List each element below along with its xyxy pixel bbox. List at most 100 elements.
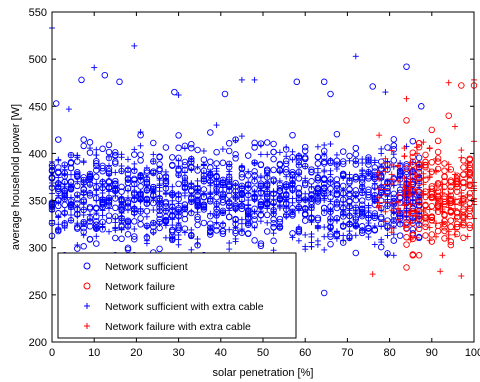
sufficient-extra-point-533 [327, 225, 334, 232]
legend-marker-0 [83, 262, 91, 270]
failure-point-115 [441, 160, 448, 167]
sufficient-extra-point-495 [308, 194, 315, 201]
failure-point-201 [458, 82, 465, 89]
y-tick-label-3: 350 [29, 196, 47, 208]
sufficient-extra-point-477 [295, 171, 302, 178]
sufficient-point-398 [200, 219, 208, 227]
sufficient-extra-point-374 [245, 190, 252, 197]
failure-point-160 [453, 175, 461, 182]
sufficient-extra-point-192 [150, 219, 157, 226]
sufficient-extra-point-166 [131, 204, 138, 210]
sufficient-point-947 [116, 78, 123, 86]
sufficient-extra-point-364 [238, 190, 245, 197]
sufficient-point-422 [213, 148, 220, 156]
sufficient-extra-point-107 [99, 183, 106, 190]
failure-extra-point-34 [395, 216, 401, 223]
legend-marker-1 [83, 282, 91, 290]
sufficient-point-814 [365, 191, 372, 199]
sufficient-extra-point-237 [169, 193, 176, 199]
failure-point-56 [422, 151, 429, 159]
failure-extra-point-131 [458, 147, 465, 154]
failure-extra-point-141 [464, 233, 471, 240]
sufficient-extra-point-263 [181, 175, 188, 182]
sufficient-point-439 [219, 230, 227, 238]
sufficient-extra-point-193 [150, 229, 157, 236]
sufficient-extra-point-213 [156, 175, 163, 182]
sufficient-point-47 [61, 201, 68, 209]
failure-point-54 [422, 212, 429, 219]
sufficient-extra-point-251 [175, 163, 182, 170]
sufficient-extra-point-451 [283, 211, 290, 218]
sufficient-extra-point-12 [55, 174, 62, 181]
sufficient-extra-point-659 [390, 151, 397, 158]
failure-point-140 [447, 178, 455, 186]
sufficient-extra-point-94 [93, 225, 100, 232]
sufficient-point-327 [175, 132, 182, 139]
sufficient-point-945 [78, 76, 85, 84]
failure-extra-point-86 [426, 194, 433, 201]
sufficient-extra-point-710 [131, 42, 138, 49]
failure-point-20 [409, 149, 417, 156]
sufficient-extra-point-31 [61, 211, 68, 218]
sufficient-extra-point-357 [232, 195, 239, 202]
sufficient-extra-point-225 [162, 176, 169, 183]
sufficient-point-724 [333, 130, 341, 138]
failure-extra-point-26 [388, 200, 395, 206]
sufficient-extra-point-678 [403, 207, 410, 214]
sufficient-extra-point-167 [131, 183, 138, 190]
sufficient-extra-point-429 [270, 230, 277, 237]
failure-extra-point-47 [401, 202, 408, 209]
sufficient-point-133 [99, 145, 106, 153]
failure-point-154 [453, 177, 461, 184]
sufficient-extra-point-181 [143, 213, 150, 220]
failure-extra-point-133 [458, 154, 465, 161]
sufficient-point-175 [112, 234, 119, 242]
sufficient-extra-point-545 [333, 216, 340, 223]
sufficient-extra-point-430 [270, 192, 277, 199]
sufficient-extra-point-338 [226, 240, 233, 246]
failure-extra-point-140 [464, 191, 471, 198]
sufficient-extra-point-581 [352, 158, 359, 165]
sufficient-extra-point-116 [106, 195, 112, 202]
sufficient-point-606 [282, 160, 290, 168]
sufficient-extra-point-89 [93, 210, 100, 217]
sufficient-point-610 [289, 131, 296, 139]
failure-extra-point-78 [420, 175, 427, 182]
sufficient-extra-point-459 [289, 148, 296, 155]
sufficient-extra-point-130 [112, 224, 119, 231]
sufficient-extra-point-287 [194, 177, 201, 184]
sufficient-point-944 [52, 100, 60, 107]
sufficient-extra-point-371 [238, 220, 245, 227]
sufficient-extra-point-612 [371, 172, 378, 179]
failure-extra-point-61 [414, 150, 420, 157]
sufficient-extra-point-64 [80, 220, 87, 227]
sufficient-extra-point-548 [333, 199, 340, 206]
sufficient-extra-point-146 [125, 165, 131, 172]
sufficient-extra-point-118 [106, 201, 112, 208]
sufficient-extra-point-714 [382, 89, 389, 96]
sufficient-extra-point-493 [308, 183, 315, 190]
sufficient-point-286 [156, 154, 163, 161]
sufficient-extra-point-178 [137, 174, 144, 181]
sufficient-extra-point-190 [143, 164, 150, 171]
sufficient-extra-point-389 [251, 176, 258, 183]
sufficient-extra-point-377 [245, 179, 252, 186]
sufficient-point-231 [137, 151, 144, 158]
sufficient-extra-point-333 [219, 193, 226, 200]
sufficient-extra-point-101 [99, 224, 106, 231]
sufficient-extra-point-335 [219, 184, 226, 191]
sufficient-point-708 [327, 230, 334, 238]
sufficient-extra-point-535 [327, 141, 334, 147]
sufficient-extra-point-311 [207, 172, 214, 179]
sufficient-extra-point-713 [352, 53, 359, 60]
sufficient-extra-point-284 [194, 163, 201, 170]
failure-extra-point-148 [464, 162, 471, 168]
sufficient-extra-point-245 [175, 157, 182, 164]
sufficient-extra-point-575 [346, 175, 353, 182]
sufficient-extra-point-557 [340, 211, 347, 218]
failure-point-172 [460, 208, 467, 215]
failure-point-137 [447, 192, 455, 199]
sufficient-extra-point-573 [346, 235, 353, 242]
sufficient-extra-point-81 [87, 182, 93, 189]
sufficient-extra-point-339 [226, 161, 233, 168]
